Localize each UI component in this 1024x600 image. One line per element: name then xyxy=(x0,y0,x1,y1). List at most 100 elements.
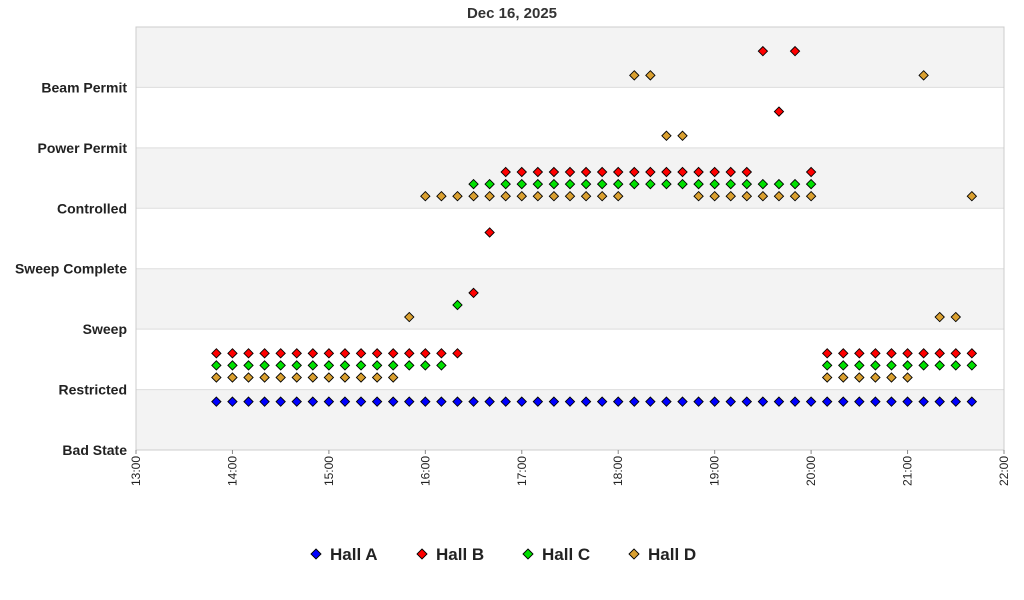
point-hall-c-38 xyxy=(821,360,833,371)
legend: Hall A Hall B Hall C Hall D xyxy=(310,545,696,564)
point-hall-c-42 xyxy=(886,360,897,371)
point-hall-a-14 xyxy=(436,396,447,407)
point-hall-c-4 xyxy=(275,360,286,371)
point-hall-a-17 xyxy=(484,396,495,407)
point-hall-a-42 xyxy=(886,396,897,407)
point-hall-d-3 xyxy=(259,372,270,383)
point-hall-b-33 xyxy=(741,166,753,178)
point-hall-b-29 xyxy=(677,166,688,178)
point-hall-c-41 xyxy=(870,360,881,371)
point-hall-d-21 xyxy=(548,190,560,202)
point-hall-a-16 xyxy=(468,396,479,407)
x-tick-label-1400: 14:00 xyxy=(225,456,239,486)
point-hall-c-37 xyxy=(805,178,817,190)
point-hall-a-12 xyxy=(404,396,415,407)
legend-item-hall-a: Hall A xyxy=(310,545,378,564)
point-hall-a-24 xyxy=(596,396,608,407)
point-hall-d-38 xyxy=(821,372,833,383)
point-hall-d-40 xyxy=(854,372,865,383)
point-hall-c-27 xyxy=(645,178,656,190)
legend-label-hall-a: Hall A xyxy=(330,545,378,564)
point-hall-b-4 xyxy=(275,348,286,359)
point-hall-a-19 xyxy=(516,396,528,407)
point-hall-a-36 xyxy=(789,396,801,407)
point-hall-c-15 xyxy=(452,299,463,311)
point-hall-d-26 xyxy=(629,70,640,81)
y-label-beam-permit: Beam Permit xyxy=(41,79,127,95)
legend-label-hall-b: Hall B xyxy=(436,545,484,564)
point-hall-b-41 xyxy=(870,348,881,359)
point-hall-b-44 xyxy=(918,348,929,359)
point-hall-c-40 xyxy=(854,360,865,371)
point-hall-c-8 xyxy=(339,360,351,371)
point-hall-c-14 xyxy=(436,360,447,371)
point-hall-b-31 xyxy=(709,166,720,178)
legend-marker-hall-d xyxy=(628,548,640,560)
point-hall-c-9 xyxy=(355,360,367,371)
point-hall-b-19 xyxy=(516,166,528,178)
point-hall-b-46 xyxy=(950,348,962,359)
point-hall-b-11 xyxy=(387,348,399,359)
point-hall-a-47 xyxy=(966,396,978,407)
point-hall-d-22 xyxy=(564,190,576,202)
point-hall-d-39 xyxy=(838,372,849,383)
point-hall-d-16 xyxy=(468,190,479,202)
gridlines xyxy=(136,86,1004,391)
point-hall-d-47 xyxy=(966,190,978,202)
legend-item-hall-d: Hall D xyxy=(628,545,696,564)
point-hall-b-22 xyxy=(564,166,576,178)
point-hall-a-11 xyxy=(387,396,399,407)
point-hall-b-26 xyxy=(629,166,640,178)
point-hall-a-29 xyxy=(677,396,688,407)
point-hall-b-17 xyxy=(484,227,495,238)
point-hall-b-37 xyxy=(805,166,817,178)
point-hall-d-45 xyxy=(934,311,945,323)
point-hall-c-36 xyxy=(789,178,801,190)
band-5 xyxy=(136,87,1004,148)
x-tick-label-2000: 20:00 xyxy=(804,456,818,486)
point-hall-a-39 xyxy=(838,396,849,407)
legend-item-hall-c: Hall C xyxy=(522,545,590,564)
point-hall-b-9 xyxy=(355,348,367,359)
y-axis-labels: Bad State Restricted Sweep Sweep Complete Co… xyxy=(15,79,127,458)
x-tick-label-1500: 15:00 xyxy=(322,456,336,486)
point-hall-b-14 xyxy=(436,348,447,359)
point-hall-c-28 xyxy=(661,178,672,190)
point-hall-c-16 xyxy=(468,178,479,190)
point-hall-d-20 xyxy=(532,190,544,202)
point-hall-b-2 xyxy=(243,348,254,359)
point-hall-b-30 xyxy=(693,166,704,178)
point-hall-a-13 xyxy=(420,396,431,407)
point-hall-a-1 xyxy=(227,396,238,407)
point-hall-a-25 xyxy=(612,396,624,407)
point-hall-c-30 xyxy=(693,178,704,190)
point-hall-d-8 xyxy=(339,372,351,383)
band-6 xyxy=(136,27,1004,88)
point-hall-a-2 xyxy=(243,396,254,407)
point-hall-a-20 xyxy=(532,396,544,407)
point-hall-a-8 xyxy=(339,396,351,407)
point-hall-d-9 xyxy=(355,372,367,383)
point-hall-a-33 xyxy=(741,396,753,407)
point-hall-a-23 xyxy=(580,396,592,407)
point-hall-c-20 xyxy=(532,178,544,190)
point-hall-b-6 xyxy=(307,348,319,359)
y-label-sweep: Sweep xyxy=(83,321,127,337)
point-hall-c-44 xyxy=(918,360,929,371)
point-hall-a-38 xyxy=(821,396,833,407)
x-tick-label-1300: 13:00 xyxy=(129,456,143,486)
point-hall-d-7 xyxy=(323,372,335,383)
point-hall-a-37 xyxy=(805,396,817,407)
y-label-power-permit: Power Permit xyxy=(38,140,128,156)
point-hall-b-42 xyxy=(886,348,897,359)
point-hall-c-47 xyxy=(966,360,978,371)
point-hall-d-27 xyxy=(645,70,656,81)
point-hall-b-21 xyxy=(548,166,560,178)
point-hall-d-46 xyxy=(950,311,962,323)
point-hall-b-47 xyxy=(966,348,978,359)
point-hall-a-34 xyxy=(757,396,769,407)
point-hall-b-32 xyxy=(725,166,736,178)
point-hall-c-43 xyxy=(902,360,913,371)
point-hall-b-8 xyxy=(339,348,351,359)
point-hall-a-0 xyxy=(211,396,222,407)
